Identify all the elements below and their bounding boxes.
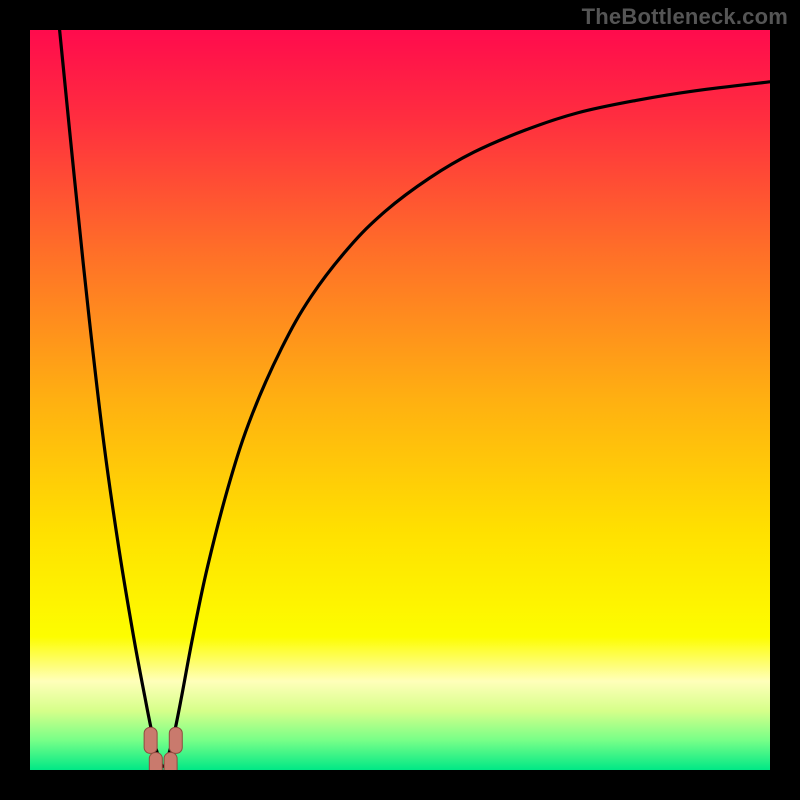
watermark-text: TheBottleneck.com [582, 4, 788, 30]
plot-background-gradient [30, 30, 770, 770]
marker [144, 727, 157, 753]
bottleneck-chart [0, 0, 800, 800]
marker [169, 727, 182, 753]
